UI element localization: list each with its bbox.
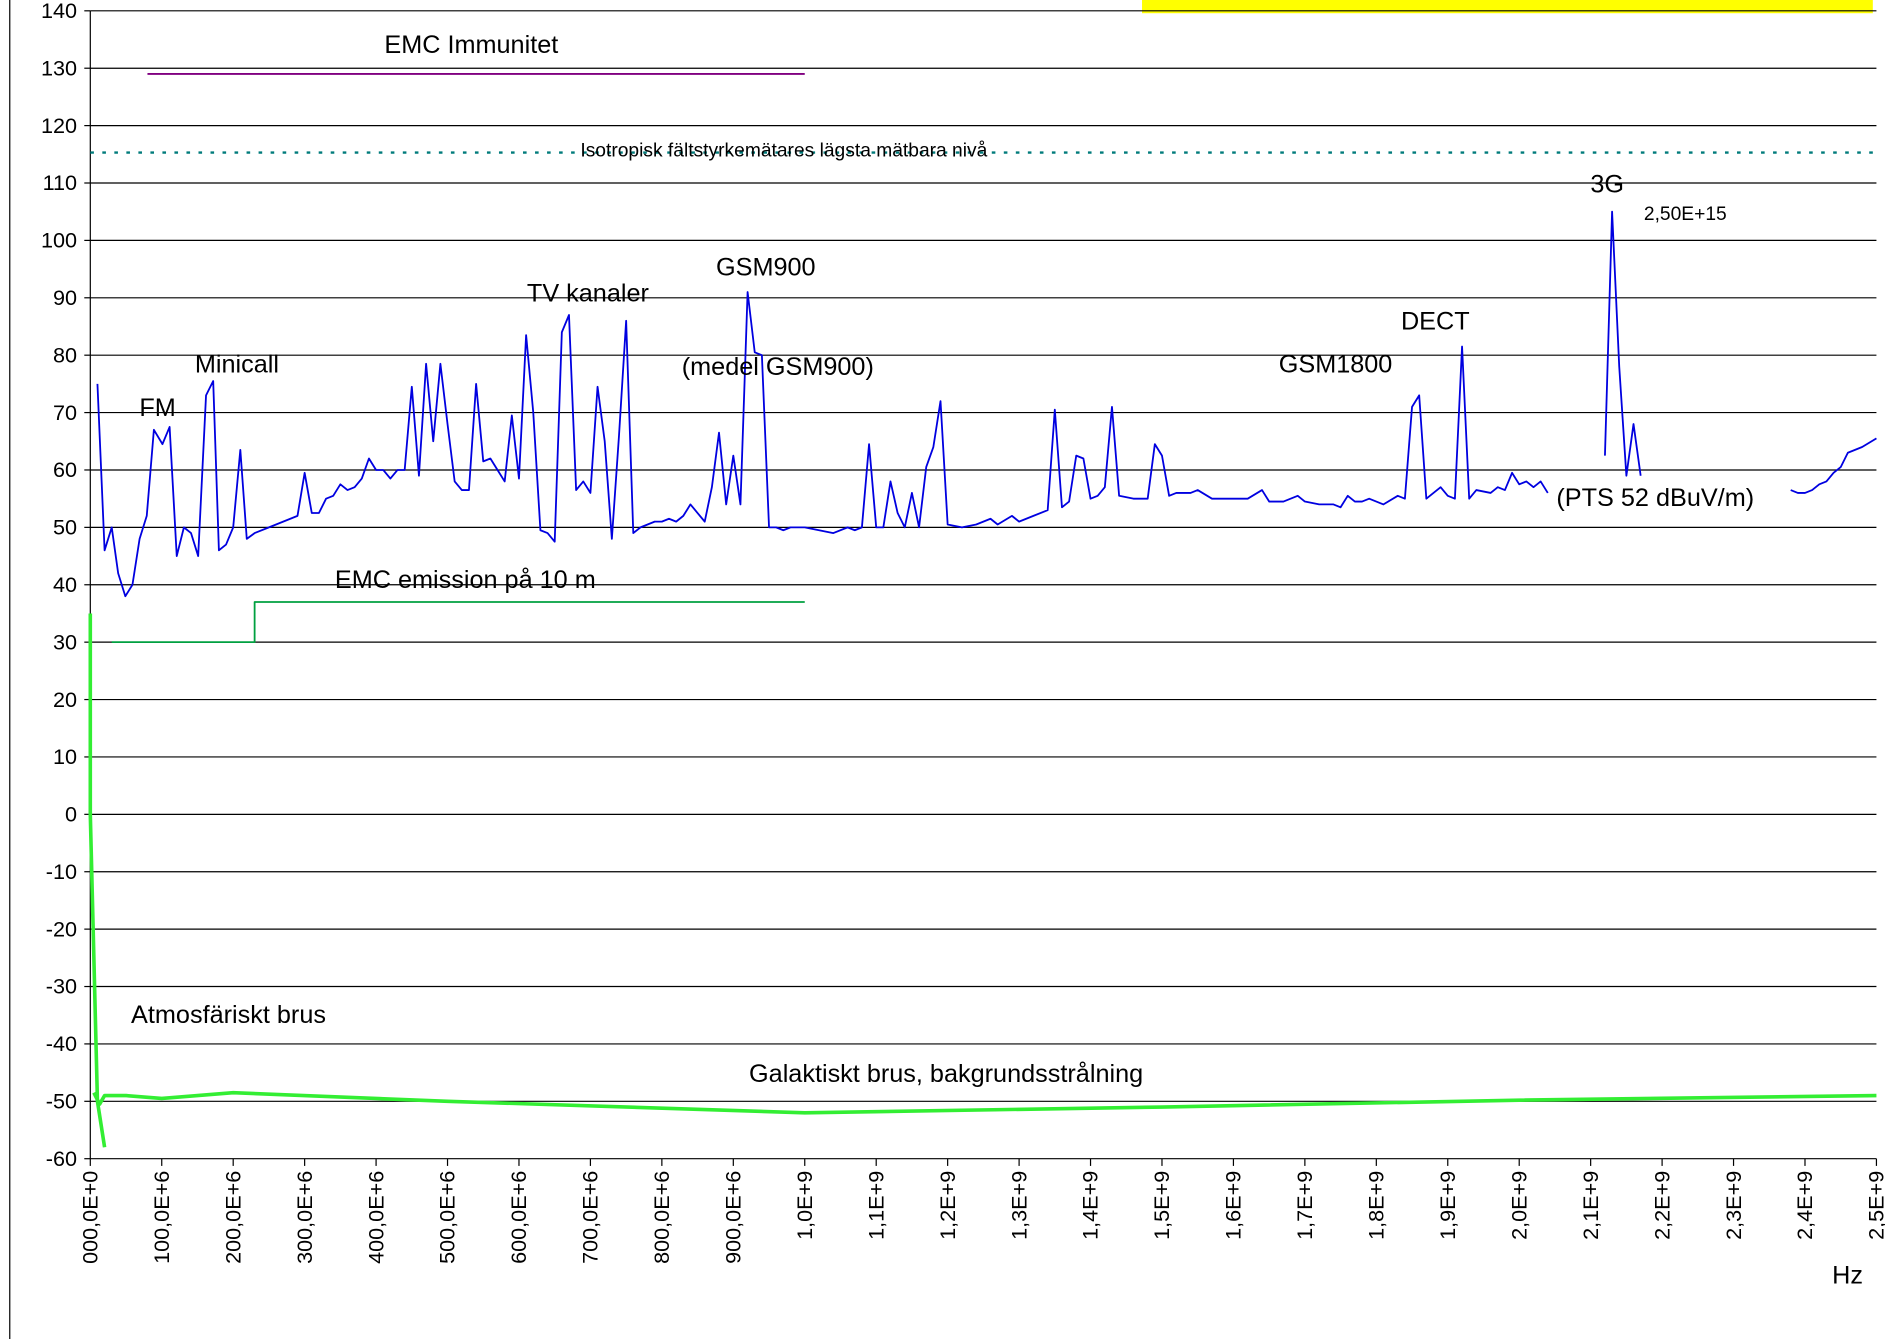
x-tick-label: 400,0E+6	[363, 1171, 388, 1264]
y-tick-label: -20	[46, 916, 77, 941]
x-tick-label: 800,0E+6	[649, 1171, 674, 1264]
annotation: Minicall	[195, 351, 279, 379]
y-tick-label: -50	[46, 1089, 77, 1114]
x-tick-label: 200,0E+6	[220, 1171, 245, 1264]
x-axis-label: Hz	[1832, 1262, 1863, 1290]
x-tick-label: 1,1E+9	[863, 1171, 888, 1240]
y-tick-label: -10	[46, 859, 77, 884]
y-tick-label: 110	[43, 170, 77, 195]
y-tick-label: 130	[41, 55, 77, 80]
y-tick-label: -30	[46, 974, 77, 999]
x-tick-label: 1,5E+9	[1149, 1171, 1174, 1240]
y-tick-label: 70	[53, 400, 77, 425]
x-tick-label: 500,0E+6	[435, 1171, 460, 1264]
annotation: 3G	[1590, 170, 1624, 198]
x-tick-label: 2,4E+9	[1792, 1171, 1817, 1240]
annotation: GSM1800	[1279, 351, 1393, 379]
annotation: FM	[139, 394, 175, 422]
x-tick-label: 2,0E+9	[1506, 1171, 1531, 1240]
series-line	[96, 210, 1877, 598]
series-label: Atmosfäriskt brus	[131, 1001, 326, 1029]
y-tick-label: 40	[53, 572, 77, 597]
x-tick-label: 900,0E+6	[721, 1171, 746, 1264]
annotation: TV kanaler	[527, 280, 649, 308]
y-tick-label: 30	[53, 629, 77, 654]
series-line	[88, 613, 107, 1148]
x-tick-label: 1,2E+9	[935, 1171, 960, 1240]
x-tick-label: 100,0E+6	[149, 1171, 174, 1264]
annotation: (PTS 52 dBuV/m)	[1556, 484, 1754, 512]
y-tick-label: 50	[53, 515, 77, 540]
y-tick-label: 20	[53, 687, 77, 712]
x-tick-label: 2,5E+9	[1864, 1171, 1885, 1240]
y-tick-label: -40	[46, 1031, 77, 1056]
y-tick-label: 0	[65, 802, 77, 827]
annotation: (medel GSM900)	[682, 353, 874, 381]
y-tick-label: 120	[41, 113, 77, 138]
x-tick-label: 2,3E+9	[1721, 1171, 1746, 1240]
x-tick-label: 700,0E+6	[578, 1171, 603, 1264]
x-tick-label: 1,3E+9	[1006, 1171, 1031, 1240]
series-line	[111, 601, 805, 644]
y-tick-label: -60	[46, 1146, 77, 1171]
y-tick-label: 80	[53, 342, 77, 367]
annotation: GSM900	[716, 253, 816, 281]
annotation: DECT	[1401, 307, 1470, 335]
series-line	[92, 1090, 1877, 1115]
series-label: EMC emission på 10 m	[335, 566, 596, 594]
highlight-box	[1142, 0, 1873, 14]
annotation: 2,50E+15	[1644, 204, 1727, 225]
x-tick-label: 600,0E+6	[506, 1171, 531, 1264]
x-tick-label: 1,6E+9	[1221, 1171, 1246, 1240]
x-tick-label: 1,9E+9	[1435, 1171, 1460, 1240]
x-tick-label: 1,0E+9	[792, 1171, 817, 1240]
x-tick-label: 300,0E+6	[292, 1171, 317, 1264]
y-tick-label: 100	[41, 228, 77, 253]
x-tick-label: 2,2E+9	[1649, 1171, 1674, 1240]
x-tick-label: 000,0E+0	[78, 1171, 103, 1264]
y-tick-label: 90	[53, 285, 77, 310]
series-label: Galaktiskt brus, bakgrundsstrålning	[749, 1060, 1143, 1088]
series-label: Isotropisk fältstyrkemätares lägsta mätb…	[580, 140, 987, 161]
x-tick-label: 2,1E+9	[1578, 1171, 1603, 1240]
x-tick-label: 1,8E+9	[1364, 1171, 1389, 1240]
y-tick-label: 140	[41, 0, 77, 23]
x-tick-label: 1,4E+9	[1078, 1171, 1103, 1240]
series-label: EMC Immunitet	[384, 31, 558, 59]
y-tick-label: 60	[53, 457, 77, 482]
x-tick-label: 1,7E+9	[1292, 1171, 1317, 1240]
y-tick-label: 10	[53, 744, 77, 769]
